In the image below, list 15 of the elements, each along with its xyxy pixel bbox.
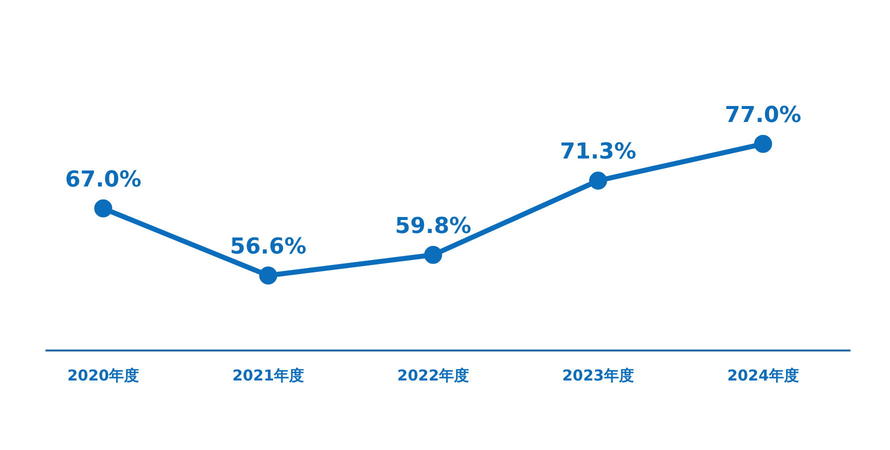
data-label: 67.0% bbox=[65, 167, 142, 192]
x-tick-label: 2021年度 bbox=[232, 366, 304, 384]
point bbox=[259, 266, 278, 284]
point bbox=[424, 246, 442, 264]
point bbox=[94, 199, 112, 218]
point bbox=[754, 134, 772, 153]
x-tick-label: 2022年度 bbox=[397, 366, 470, 384]
data-label: 59.8% bbox=[394, 214, 472, 239]
x-tick-label: 2023年度 bbox=[562, 366, 634, 384]
x-tick-label: 2020年度 bbox=[67, 366, 140, 384]
data-label: 77.0% bbox=[724, 102, 802, 128]
data-label: 71.3% bbox=[560, 140, 636, 165]
point bbox=[589, 172, 608, 190]
x-tick-label: 2024年度 bbox=[727, 366, 799, 384]
data-label: 56.6% bbox=[230, 234, 306, 260]
